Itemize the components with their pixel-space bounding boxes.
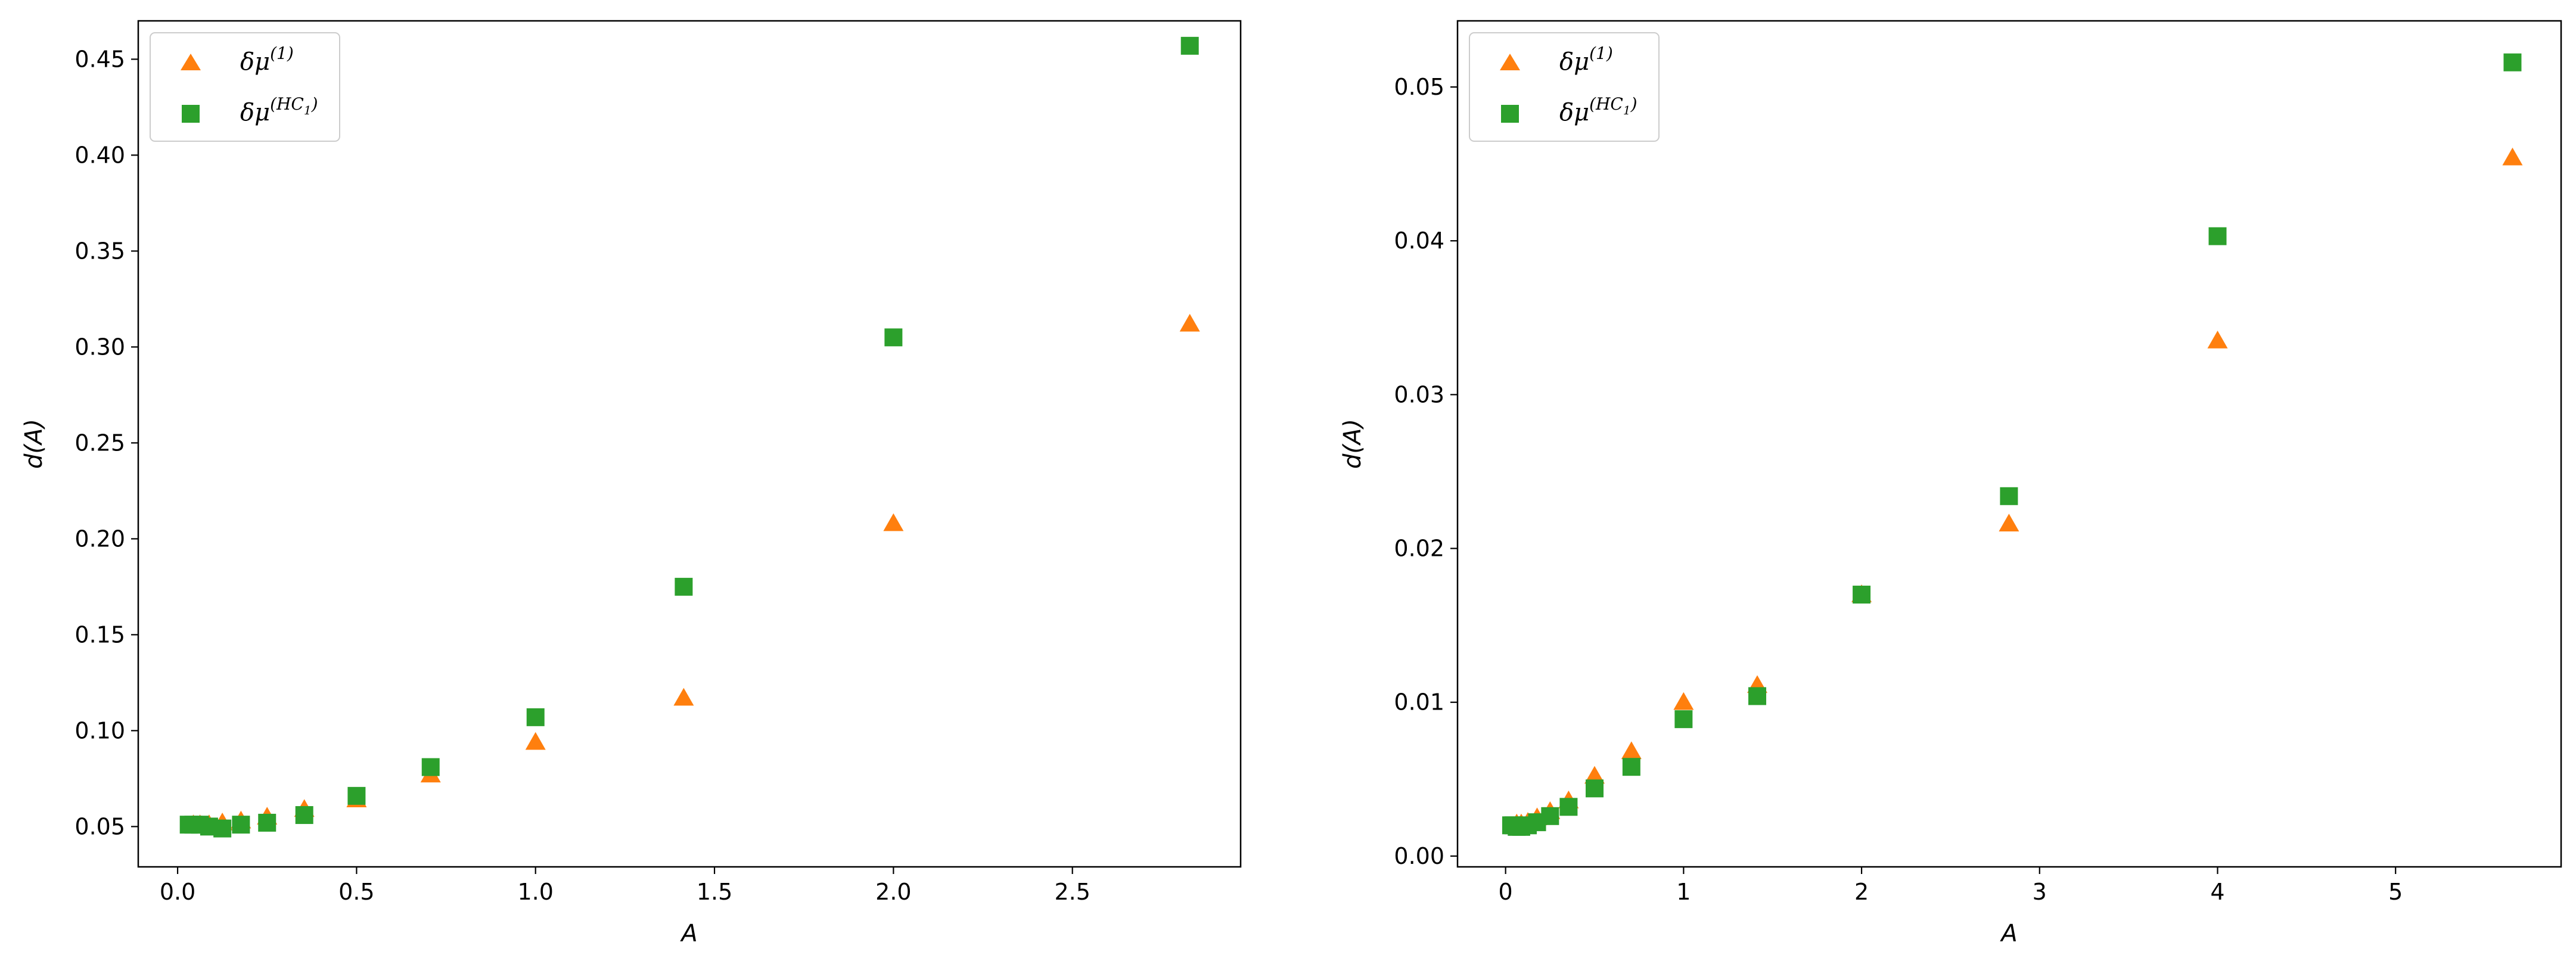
legend-entry-series1-right-base: δμ bbox=[1559, 48, 1589, 76]
legend-entry-series2-left-sup: (HC bbox=[270, 94, 304, 114]
data-point-square bbox=[526, 708, 545, 726]
legend-marker-square-right bbox=[1501, 105, 1519, 123]
data-point-square bbox=[258, 813, 276, 832]
x-tick-label-left: 2.0 bbox=[875, 879, 911, 905]
y-tick-label-left: 0.20 bbox=[74, 525, 125, 552]
data-point-square bbox=[1559, 798, 1578, 816]
legend-entry-series2-right-sup: (HC bbox=[1589, 94, 1623, 114]
plot-area-left bbox=[137, 20, 1242, 868]
data-point-square bbox=[1853, 586, 1871, 604]
x-axis-label-left: A bbox=[679, 920, 697, 947]
y-axis-label-left: d(A) bbox=[20, 419, 48, 469]
legend-marker-square-left bbox=[182, 105, 200, 123]
x-tick-label-right: 3 bbox=[2033, 879, 2047, 905]
data-point-square bbox=[213, 819, 232, 838]
legend-entry-series2-left-sup-end: ) bbox=[311, 94, 318, 114]
x-axis-right: 0 1 2 3 4 5 bbox=[1499, 867, 2403, 905]
y-tick-label-right: 0.00 bbox=[1394, 843, 1444, 869]
data-point-square bbox=[2208, 227, 2227, 245]
y-axis-label-right: d(A) bbox=[1339, 419, 1366, 469]
legend-entry-series2-right-sup-end: ) bbox=[1630, 94, 1637, 114]
y-tick-label-left: 0.40 bbox=[74, 142, 125, 168]
chart-left: 0.0 0.5 1.0 1.5 2.0 2.5 0.050.100.150.200.250… bbox=[20, 20, 1242, 947]
y-tick-label-right: 0.02 bbox=[1394, 536, 1444, 562]
data-marks-right bbox=[1502, 53, 2523, 836]
data-point-triangle bbox=[1621, 741, 1642, 760]
legend-entry-series1-left: δμ(1) bbox=[240, 43, 294, 76]
legend-entry-series1-right-sup: (1) bbox=[1589, 43, 1613, 63]
data-point-triangle bbox=[1673, 692, 1694, 710]
y-tick-label-left: 0.10 bbox=[74, 717, 125, 744]
data-point-triangle bbox=[1999, 514, 2019, 532]
y-tick-label-left: 0.35 bbox=[74, 238, 125, 264]
legend-entry-series2-right-base: δμ bbox=[1559, 99, 1589, 126]
data-point-square bbox=[675, 577, 693, 596]
data-point-triangle bbox=[1584, 766, 1605, 784]
x-tick-label-left: 0.5 bbox=[338, 879, 374, 905]
legend-entry-series2-left-base: δμ bbox=[240, 99, 270, 126]
legend-entry-series2-left: δμ(HC1) bbox=[240, 94, 318, 126]
data-point-square bbox=[2503, 53, 2522, 71]
legend-right: δμ(1) δμ(HC1) bbox=[1469, 32, 1660, 142]
plot-area-right bbox=[1456, 20, 2562, 868]
y-tick-label-left: 0.45 bbox=[74, 46, 125, 72]
y-tick-label-left: 0.05 bbox=[74, 813, 125, 839]
legend-marker-triangle-right bbox=[1500, 54, 1520, 70]
data-point-triangle bbox=[525, 732, 546, 750]
legend-entry-series2-left-sub: 1 bbox=[304, 103, 312, 117]
legend-entry-series2-right-sub: 1 bbox=[1623, 103, 1631, 117]
x-tick-label-left: 1.0 bbox=[518, 879, 554, 905]
y-tick-label-left: 0.25 bbox=[74, 430, 125, 456]
data-point-triangle bbox=[1179, 313, 1200, 332]
y-tick-label-left: 0.30 bbox=[74, 334, 125, 360]
y-tick-label-right: 0.03 bbox=[1394, 381, 1444, 408]
data-point-square bbox=[1674, 710, 1693, 729]
y-tick-label-right: 0.04 bbox=[1394, 228, 1444, 254]
data-point-square bbox=[421, 758, 440, 776]
data-point-square bbox=[1180, 36, 1199, 55]
data-point-square bbox=[1586, 779, 1604, 798]
data-point-square bbox=[884, 328, 903, 347]
data-point-square bbox=[232, 816, 250, 834]
data-point-square bbox=[1541, 807, 1559, 825]
data-point-triangle bbox=[673, 688, 694, 706]
data-point-triangle bbox=[2207, 331, 2228, 349]
x-axis-left: 0.0 0.5 1.0 1.5 2.0 2.5 bbox=[160, 867, 1090, 905]
legend-entry-series1-left-sup: (1) bbox=[270, 43, 294, 63]
legend-entry-series1-right: δμ(1) bbox=[1559, 43, 1613, 76]
data-point-square bbox=[1748, 687, 1767, 705]
x-tick-label-left: 1.5 bbox=[697, 879, 732, 905]
legend-left: δμ(1) δμ(HC1) bbox=[150, 32, 340, 142]
data-point-square bbox=[347, 786, 366, 805]
x-tick-label-right: 1 bbox=[1676, 879, 1691, 905]
chart-right: 0 1 2 3 4 5 0.00 0.01 0.02 0.03 0.04 0.05 A d(A) δ… bbox=[1339, 20, 2562, 947]
x-tick-label-right: 0 bbox=[1499, 879, 1513, 905]
x-axis-label-right: A bbox=[1999, 920, 2017, 947]
x-tick-label-left: 2.5 bbox=[1054, 879, 1090, 905]
x-tick-label-right: 5 bbox=[2388, 879, 2403, 905]
y-tick-label-left: 0.15 bbox=[74, 621, 125, 648]
y-axis-right: 0.00 0.01 0.02 0.03 0.04 0.05 bbox=[1394, 74, 1458, 869]
data-point-square bbox=[1622, 758, 1640, 776]
x-tick-label-left: 0.0 bbox=[160, 879, 195, 905]
data-marks-left bbox=[179, 36, 1200, 838]
legend-entry-series1-left-base: δμ bbox=[240, 48, 270, 76]
x-tick-label-right: 2 bbox=[1854, 879, 1869, 905]
data-point-triangle bbox=[883, 513, 904, 531]
y-tick-label-right: 0.05 bbox=[1394, 74, 1444, 100]
data-point-square bbox=[295, 806, 313, 825]
data-point-triangle bbox=[2502, 147, 2523, 166]
legend-entry-series2-right: δμ(HC1) bbox=[1559, 94, 1637, 126]
data-point-square bbox=[2000, 487, 2018, 505]
x-tick-label-right: 4 bbox=[2210, 879, 2224, 905]
y-tick-label-right: 0.01 bbox=[1394, 689, 1444, 716]
legend-marker-triangle-left bbox=[181, 54, 201, 70]
y-axis-left: 0.05 0.10 0.15 0.20 0.25 0.30 0.35 0.40 0.45 bbox=[74, 46, 138, 839]
